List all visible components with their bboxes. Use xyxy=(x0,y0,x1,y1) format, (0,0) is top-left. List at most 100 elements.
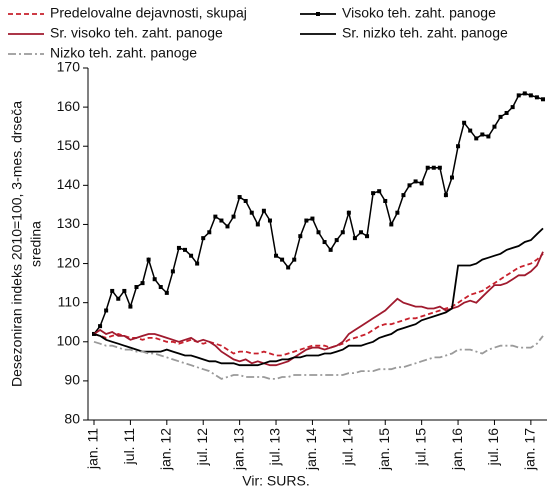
point-marker xyxy=(286,265,291,270)
point-marker xyxy=(401,193,406,198)
point-marker xyxy=(371,191,376,196)
series-line xyxy=(93,251,544,367)
x-tick-label: jul. 13 xyxy=(267,428,283,467)
point-marker xyxy=(504,110,509,115)
x-tick-label: jul. 15 xyxy=(412,428,428,467)
point-marker xyxy=(322,240,327,245)
series-line xyxy=(93,253,544,357)
legend-marker xyxy=(316,12,320,16)
point-marker xyxy=(134,285,139,290)
point-marker xyxy=(231,214,236,219)
legend-label: Sr. visoko teh. zaht. panoge xyxy=(50,25,223,41)
point-marker xyxy=(225,224,230,229)
point-marker xyxy=(528,93,533,98)
x-tick-label: jul. 14 xyxy=(340,428,356,467)
point-marker xyxy=(425,165,430,170)
point-marker xyxy=(328,247,333,252)
point-marker xyxy=(389,222,394,227)
x-tick-label: jan. 15 xyxy=(376,428,392,471)
point-marker xyxy=(207,230,212,235)
point-marker xyxy=(340,230,345,235)
point-marker xyxy=(377,189,382,194)
point-marker xyxy=(462,120,467,125)
y-tick-label: 150 xyxy=(57,137,81,153)
point-marker xyxy=(255,222,260,227)
point-marker xyxy=(419,181,424,186)
point-marker xyxy=(431,165,436,170)
point-marker xyxy=(443,193,448,198)
y-tick-label: 170 xyxy=(57,59,81,75)
point-marker xyxy=(449,175,454,180)
x-tick-label: jan. 14 xyxy=(303,428,319,471)
point-marker xyxy=(110,288,115,293)
source-note: Vir: SURS. xyxy=(242,473,309,489)
x-tick-label: jan. 13 xyxy=(230,428,246,471)
point-marker xyxy=(316,230,321,235)
point-marker xyxy=(280,257,285,262)
point-marker xyxy=(492,124,497,129)
y-tick-label: 110 xyxy=(58,293,81,309)
point-marker xyxy=(474,136,479,141)
point-marker xyxy=(274,253,279,258)
point-marker xyxy=(158,285,163,290)
point-marker xyxy=(219,218,224,223)
point-marker xyxy=(334,238,339,243)
point-marker xyxy=(152,277,157,282)
point-marker xyxy=(541,97,545,102)
x-tick-label: jul. 11 xyxy=(121,428,137,466)
point-marker xyxy=(486,134,491,139)
y-tick-label: 80 xyxy=(64,411,80,427)
point-marker xyxy=(358,230,363,235)
point-marker xyxy=(468,128,473,133)
point-marker xyxy=(195,261,200,266)
x-tick-label: jul. 16 xyxy=(485,428,501,467)
y-tick-label: 130 xyxy=(57,215,81,231)
point-marker xyxy=(292,257,297,262)
point-marker xyxy=(383,198,388,203)
y-tick-label: 160 xyxy=(57,98,81,114)
y-tick-label: 120 xyxy=(57,254,81,270)
y-axis-title: Desezoniran indeks 2010=100, 3-mes. drse… xyxy=(9,101,25,387)
x-tick-label: jan. 17 xyxy=(522,428,538,471)
x-tick-label: jan. 11 xyxy=(85,428,101,470)
point-marker xyxy=(249,210,254,215)
x-tick-label: jul. 12 xyxy=(194,428,210,467)
point-marker xyxy=(298,234,303,239)
legend-label: Predelovalne dejavnosti, skupaj xyxy=(50,5,247,21)
point-marker xyxy=(183,247,188,252)
point-marker xyxy=(243,198,248,203)
point-marker xyxy=(122,288,127,293)
point-marker xyxy=(170,269,175,274)
point-marker xyxy=(498,114,503,119)
point-marker xyxy=(128,304,133,309)
legend-label: Nizko teh. zaht. panoge xyxy=(50,45,197,61)
series-line xyxy=(93,92,544,335)
point-marker xyxy=(480,132,485,137)
point-marker xyxy=(304,218,309,223)
point-marker xyxy=(164,290,169,295)
point-marker xyxy=(395,210,400,215)
point-marker xyxy=(261,208,266,213)
point-marker xyxy=(534,95,539,100)
point-marker xyxy=(310,216,315,221)
point-marker xyxy=(189,253,194,258)
series-line xyxy=(93,335,544,380)
legend-label: Sr. nizko teh. zaht. panoge xyxy=(342,25,508,41)
point-marker xyxy=(116,296,121,301)
y-tick-label: 90 xyxy=(64,372,80,388)
legend-label: Visoko teh. zaht. panoge xyxy=(342,5,496,21)
y-tick-label: 100 xyxy=(57,332,81,348)
point-marker xyxy=(352,236,357,241)
point-marker xyxy=(522,91,527,96)
point-marker xyxy=(146,257,151,262)
point-marker xyxy=(510,105,515,110)
point-marker xyxy=(140,281,145,286)
point-marker xyxy=(365,234,370,239)
point-marker xyxy=(346,210,351,215)
point-marker xyxy=(456,144,461,149)
point-marker xyxy=(237,195,242,200)
x-tick-label: jan. 16 xyxy=(449,428,465,471)
y-tick-label: 140 xyxy=(57,176,81,192)
point-marker xyxy=(213,214,218,219)
